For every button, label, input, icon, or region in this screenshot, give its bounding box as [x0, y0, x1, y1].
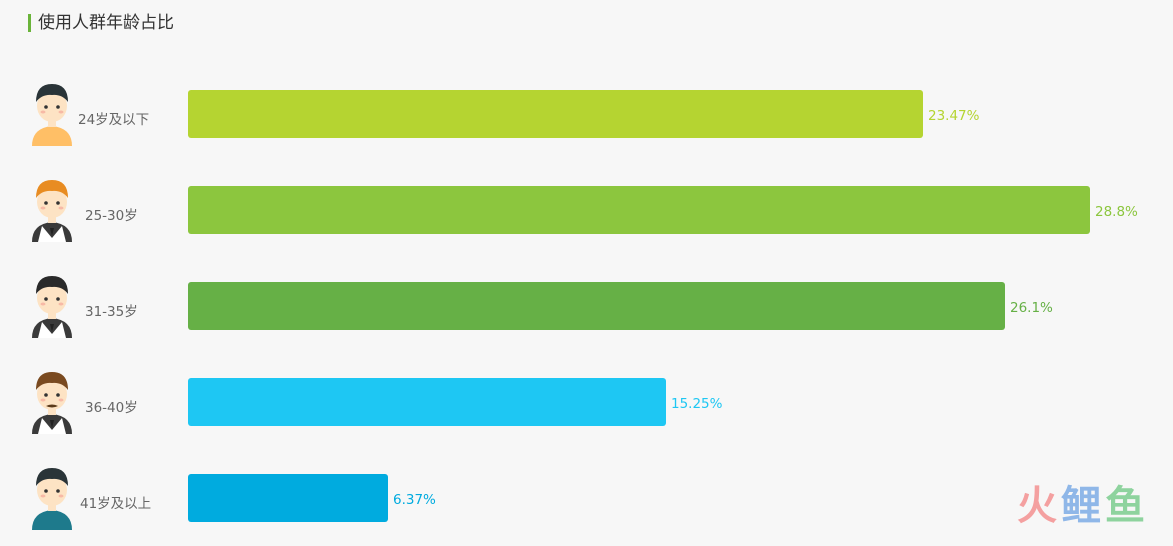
- bar-mark: [188, 282, 1005, 330]
- watermark-logo: 火鲤鱼: [1017, 473, 1149, 531]
- bar-mark: [188, 378, 666, 426]
- category-tick-label: 25-30岁: [85, 208, 138, 224]
- chart-row: 31-35岁 26.1%: [0, 258, 1173, 354]
- chart-row: 25-30岁 28.8%: [0, 162, 1173, 258]
- bar-value-label: 23.47%: [928, 108, 980, 124]
- bar-mark: [188, 186, 1090, 234]
- bar-value-label: 26.1%: [1010, 300, 1053, 316]
- page-title: 使用人群年龄占比: [38, 13, 174, 33]
- watermark-char-1: 火: [1017, 483, 1061, 529]
- dark-hair-suit-man-avatar-icon: [26, 270, 78, 338]
- bar-mark: [188, 90, 923, 138]
- category-tick-label: 41岁及以上: [80, 496, 152, 512]
- young-man-yellow-shirt-avatar-icon: [26, 78, 78, 146]
- mustache-man-suit-avatar-icon: [26, 366, 78, 434]
- watermark-char-2: 鲤: [1061, 483, 1105, 529]
- watermark-char-3: 鱼: [1105, 483, 1149, 529]
- bar-mark: [188, 474, 388, 522]
- chart-row: 24岁及以下 23.47%: [0, 66, 1173, 162]
- orange-hair-suit-man-avatar-icon: [26, 174, 78, 242]
- category-tick-label: 24岁及以下: [78, 112, 150, 128]
- category-tick-label: 36-40岁: [85, 400, 138, 416]
- chart-row: 36-40岁 15.25%: [0, 354, 1173, 450]
- title-accent-bar: [28, 14, 31, 32]
- category-tick-label: 31-35岁: [85, 304, 138, 320]
- bar-value-label: 6.37%: [393, 492, 436, 508]
- bar-value-label: 28.8%: [1095, 204, 1138, 220]
- older-man-teal-shirt-avatar-icon: [26, 462, 78, 530]
- bar-value-label: 15.25%: [671, 396, 723, 412]
- chart-row: 41岁及以上 6.37%: [0, 450, 1173, 546]
